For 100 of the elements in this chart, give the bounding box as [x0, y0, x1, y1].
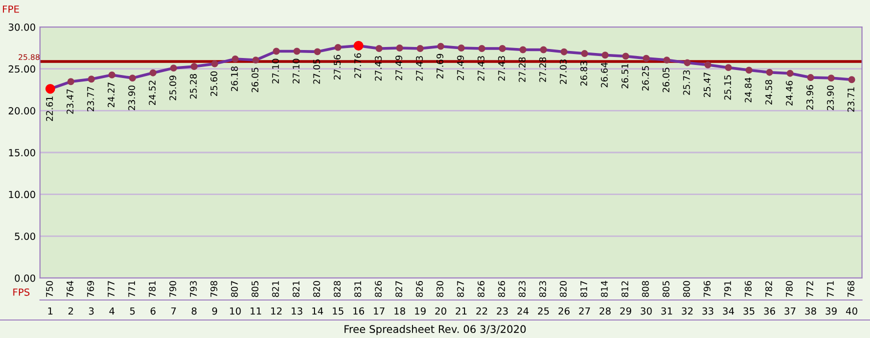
y-tick-label: 30.00 — [8, 23, 36, 31]
point — [437, 42, 444, 50]
text: 780 — [786, 280, 793, 297]
text: 764 — [66, 280, 74, 297]
point — [704, 61, 712, 68]
text: 805 — [662, 281, 670, 298]
data-label: 27.43 — [478, 56, 484, 81]
data-label: 24.84 — [744, 78, 752, 102]
point — [334, 44, 342, 51]
point — [272, 48, 280, 55]
x-tick-label: 30 — [640, 307, 652, 315]
y-tick-label: 0.00 — [14, 274, 36, 282]
point — [314, 48, 321, 56]
x-tick-label: 37 — [784, 307, 796, 315]
text: 820 — [560, 280, 567, 298]
y-tick-label: 15.00 — [9, 148, 36, 156]
point — [211, 60, 218, 68]
text: 796 — [704, 280, 710, 297]
point — [560, 48, 568, 56]
data-label: 22.61 — [46, 96, 53, 121]
point — [129, 74, 136, 82]
point — [150, 69, 156, 76]
data-label: 24.52 — [148, 80, 156, 105]
text: Free Spreadsheet Rev. 06 3/3/2020 — [344, 324, 526, 336]
text: FPS — [13, 288, 30, 296]
data-label: 27.69 — [436, 54, 444, 78]
text: 826 — [416, 280, 423, 298]
x-tick-label: 15 — [332, 307, 344, 315]
data-label: 25.15 — [724, 75, 732, 100]
point — [746, 66, 752, 74]
point — [807, 74, 814, 82]
x-tick-label: 28 — [600, 307, 611, 315]
data-label: 27.49 — [395, 56, 402, 80]
data-label: 24.46 — [786, 80, 793, 106]
y-tick-label: 20.00 — [8, 107, 36, 114]
x-tick-label: 38 — [805, 307, 816, 315]
x-tick-label: 11 — [250, 307, 262, 315]
x-tick-label: 33 — [702, 307, 714, 315]
x-tick-label: 3 — [89, 307, 94, 315]
text: 820 — [313, 280, 320, 298]
data-label: 27.43 — [416, 56, 423, 81]
point — [684, 59, 691, 66]
point — [540, 46, 547, 54]
text: 807 — [231, 281, 238, 298]
data-label: 26.25 — [642, 66, 649, 91]
point — [376, 45, 383, 52]
data-label: 27.28 — [518, 57, 526, 82]
x-tick-label: 26 — [558, 307, 570, 315]
y-tick-label: 10.00 — [9, 190, 36, 198]
x-tick-label: 29 — [620, 307, 632, 315]
data-label: 27.05 — [313, 59, 320, 84]
x-tick-label: 34 — [722, 307, 734, 315]
x-tick-label: 7 — [171, 307, 176, 315]
point — [458, 44, 465, 52]
x-tick-label: 35 — [744, 307, 754, 315]
point — [416, 45, 424, 52]
data-label: 26.51 — [621, 64, 628, 88]
point — [766, 68, 773, 76]
text: 790 — [169, 280, 176, 297]
data-label: 23.47 — [66, 89, 74, 114]
text: 793 — [190, 281, 197, 297]
text: 750 — [46, 280, 53, 297]
data-label: 26.18 — [231, 66, 238, 92]
text: 821 — [292, 281, 300, 298]
x-tick-label: 10 — [230, 307, 241, 315]
point — [232, 55, 239, 62]
data-label: 27.56 — [334, 54, 341, 80]
data-label: 23.96 — [806, 85, 814, 110]
text: 771 — [128, 281, 135, 297]
data-label: 25.28 — [190, 74, 197, 99]
x-tick-label: 36 — [764, 307, 776, 315]
text: 826 — [498, 280, 505, 298]
x-tick-label: 40 — [846, 307, 858, 315]
text: 817 — [580, 281, 588, 298]
x-tick-label: 25 — [538, 307, 549, 315]
point — [498, 45, 506, 52]
point — [848, 76, 856, 84]
data-label: 23.77 — [87, 86, 94, 112]
x-tick-label: 17 — [374, 307, 384, 315]
data-label: 27.28 — [539, 57, 546, 82]
data-label: 23.90 — [826, 86, 834, 110]
data-label: 27.76 — [354, 53, 362, 78]
text: 805 — [252, 281, 258, 298]
text: 823 — [518, 281, 526, 298]
data-label: 27.10 — [292, 58, 300, 84]
text: 800 — [683, 280, 690, 298]
text: 826 — [478, 280, 484, 298]
text: 791 — [724, 281, 732, 297]
point — [622, 52, 630, 60]
x-tick-label: 5 — [130, 307, 135, 315]
point — [252, 56, 260, 64]
x-tick-label: 19 — [415, 307, 426, 315]
data-label: 26.05 — [662, 68, 670, 92]
y-tick-label: 5.00 — [14, 232, 36, 240]
x-tick-label: 21 — [456, 307, 467, 315]
x-tick-label: 24 — [517, 307, 529, 315]
data-label: 27.43 — [374, 56, 382, 81]
text: 814 — [600, 280, 608, 298]
point — [170, 64, 178, 72]
text: 777 — [108, 281, 114, 297]
